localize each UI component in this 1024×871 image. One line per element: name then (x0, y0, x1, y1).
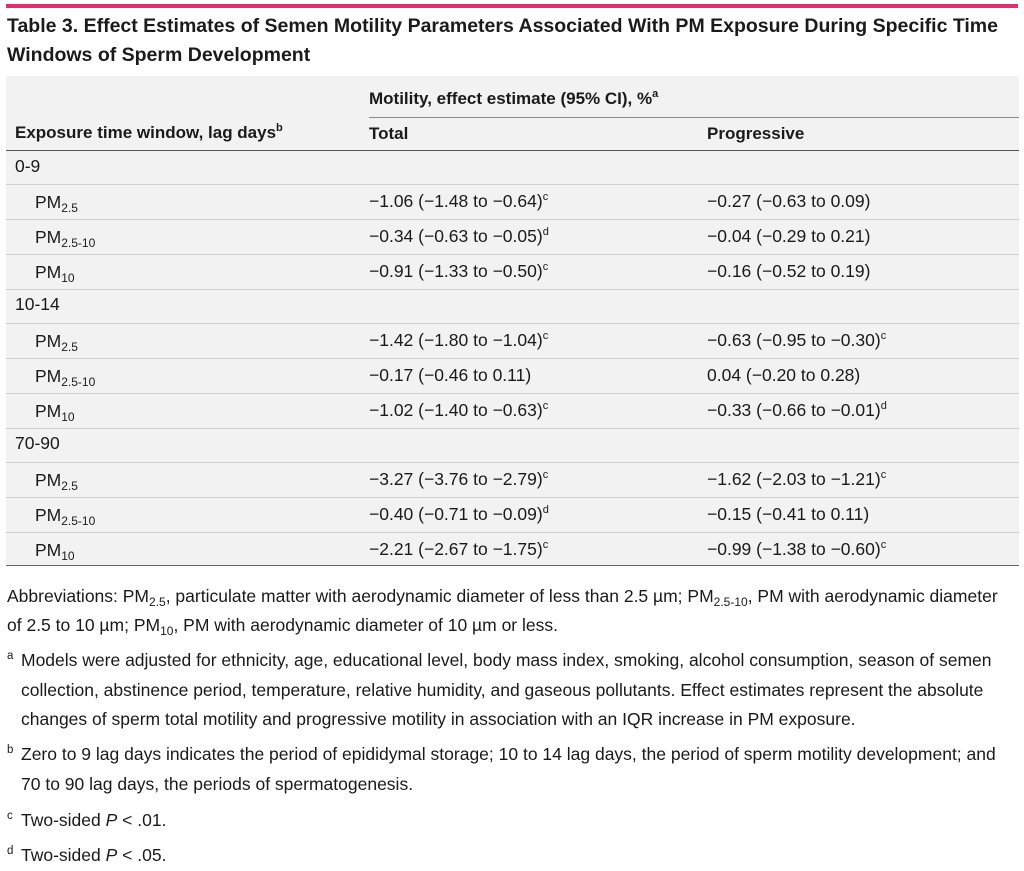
progressive-cell: −0.04 (−0.29 to 0.21) (707, 226, 871, 246)
table-title: Table 3. Effect Estimates of Semen Motil… (7, 15, 998, 66)
group-label: 70-90 (15, 433, 60, 453)
pollutant-label: PM10 (35, 262, 75, 285)
footnote-text: Models were adjusted for ethnicity, age,… (21, 650, 992, 729)
footnote-c: c Two-sided P < .01. (7, 806, 1017, 836)
group-label: 0-9 (15, 156, 41, 176)
table-row: PM2.5 −3.27 (−3.76 to −2.79)c −1.62 (−2.… (6, 462, 1019, 497)
title-top-rule (6, 4, 1018, 8)
table-row: PM2.5 −1.06 (−1.48 to −0.64)c −0.27 (−0.… (6, 184, 1019, 219)
pollutant-label: PM2.5 (35, 470, 78, 493)
total-cell: −0.34 (−0.63 to −0.05)d (369, 226, 549, 246)
data-table: Motility, effect estimate (95% CI), %a E… (6, 76, 1019, 566)
abbreviations-note: Abbreviations: PM2.5, particulate matter… (7, 586, 998, 638)
footnote-a: a Models were adjusted for ethnicity, ag… (7, 646, 1017, 735)
pollutant-label: PM10 (35, 401, 75, 424)
table-row: PM2.5-10 −0.34 (−0.63 to −0.05)d −0.04 (… (6, 219, 1019, 254)
group-label: 10-14 (15, 294, 60, 314)
progressive-cell: −0.27 (−0.63 to 0.09) (707, 191, 871, 211)
progressive-cell: 0.04 (−0.20 to 0.28) (707, 365, 861, 385)
total-cell: −1.42 (−1.80 to −1.04)c (369, 330, 549, 350)
pollutant-label: PM2.5-10 (35, 366, 96, 389)
pollutant-label: PM10 (35, 540, 75, 563)
table-row: PM10 −1.02 (−1.40 to −0.63)c −0.33 (−0.6… (6, 393, 1019, 428)
total-cell: −1.02 (−1.40 to −0.63)c (369, 400, 549, 420)
footnote-d: d Two-sided P < .05. (7, 841, 1017, 871)
footnote-text: Two-sided P < .05. (21, 845, 167, 865)
progressive-cell: −0.16 (−0.52 to 0.19) (707, 261, 871, 281)
header-span-rule (369, 117, 1019, 118)
pollutant-label: PM2.5-10 (35, 227, 96, 250)
table-row: PM2.5 −1.42 (−1.80 to −1.04)c −0.63 (−0.… (6, 323, 1019, 358)
table-row: PM10 −2.21 (−2.67 to −1.75)c −0.99 (−1.3… (6, 532, 1019, 567)
progressive-cell: −0.33 (−0.66 to −0.01)d (707, 400, 887, 420)
group-row: 0-9 (6, 151, 1019, 186)
table-row: PM2.5-10 −0.17 (−0.46 to 0.11) 0.04 (−0.… (6, 358, 1019, 393)
progressive-cell: −1.62 (−2.03 to −1.21)c (707, 469, 887, 489)
header-bottom-rule (6, 150, 1019, 151)
pollutant-label: PM2.5-10 (35, 505, 96, 528)
footnote-marker: a (7, 650, 14, 662)
total-cell: −0.91 (−1.33 to −0.50)c (369, 261, 549, 281)
header-exposure-window: Exposure time window, lag daysb (15, 122, 283, 143)
progressive-cell: −0.99 (−1.38 to −0.60)c (707, 539, 887, 559)
pollutant-label: PM2.5 (35, 192, 78, 215)
total-cell: −3.27 (−3.76 to −2.79)c (369, 469, 549, 489)
total-cell: −0.17 (−0.46 to 0.11) (369, 365, 532, 385)
footnote-text: Two-sided P < .01. (21, 810, 167, 830)
total-cell: −2.21 (−2.67 to −1.75)c (369, 539, 549, 559)
footnote-b: b Zero to 9 lag days indicates the perio… (7, 740, 1017, 799)
table-row: PM10 −0.91 (−1.33 to −0.50)c −0.16 (−0.5… (6, 254, 1019, 289)
progressive-cell: −0.15 (−0.41 to 0.11) (707, 504, 870, 524)
header-total: Total (369, 124, 409, 143)
group-row: 10-14 (6, 289, 1019, 324)
total-cell: −0.40 (−0.71 to −0.09)d (369, 504, 549, 524)
table-bottom-rule (6, 565, 1019, 566)
pollutant-label: PM2.5 (35, 331, 78, 354)
footnote-text: Zero to 9 lag days indicates the period … (21, 744, 996, 794)
footnote-marker: b (7, 744, 14, 756)
footnote-marker: d (7, 845, 14, 857)
header-progressive: Progressive (707, 124, 805, 143)
progressive-cell: −0.63 (−0.95 to −0.30)c (707, 330, 887, 350)
group-row: 70-90 (6, 428, 1019, 463)
table-row: PM2.5-10 −0.40 (−0.71 to −0.09)d −0.15 (… (6, 497, 1019, 532)
header-motility: Motility, effect estimate (95% CI), %a (369, 88, 659, 109)
total-cell: −1.06 (−1.48 to −0.64)c (369, 191, 549, 211)
footnote-marker: c (7, 810, 13, 822)
